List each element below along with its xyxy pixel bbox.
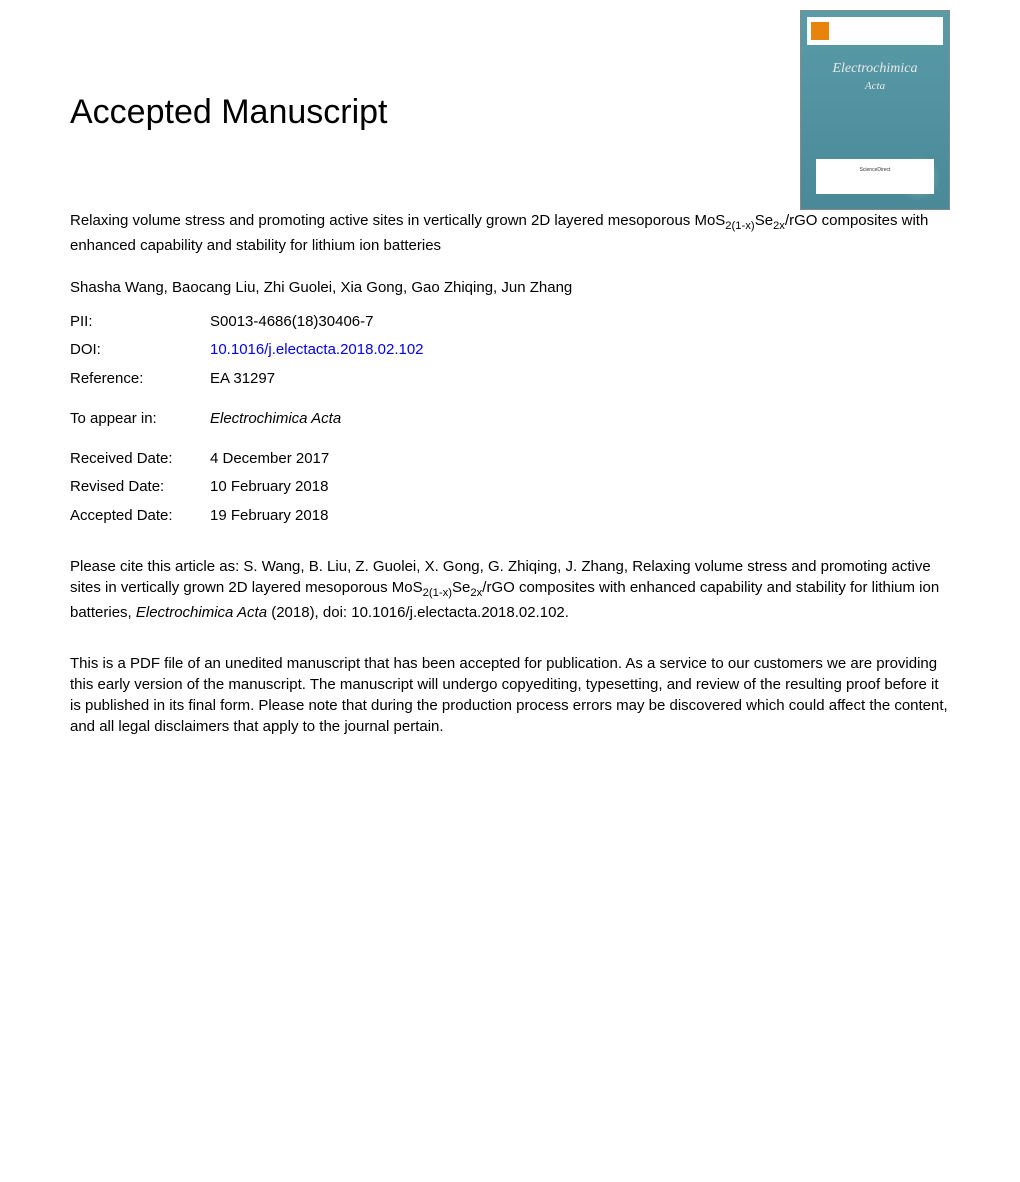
article-title: Relaxing volume stress and promoting act… [70,210,950,256]
meta-row-doi: DOI: 10.1016/j.electacta.2018.02.102 [70,340,950,360]
pii-label: PII: [70,312,210,332]
accepted-value: 19 February 2018 [210,506,950,526]
article-title-sub1: 2(1-x) [725,220,754,232]
metadata-table: PII: S0013-4686(18)30406-7 DOI: 10.1016/… [70,312,950,526]
elsevier-logo-icon [811,22,829,40]
cover-header-bar [807,17,943,45]
article-title-part1: Relaxing volume stress and promoting act… [70,212,725,229]
page-heading: Accepted Manuscript [70,90,780,136]
citation-journal: Electrochimica Acta [136,604,267,621]
citation-post2: (2018), doi: 10.1016/j.electacta.2018.02… [267,604,569,621]
journal-cover-thumbnail: Electrochimica Acta ScienceDirect [800,10,950,210]
citation-block: Please cite this article as: S. Wang, B.… [70,556,950,623]
pii-value: S0013-4686(18)30406-7 [210,312,950,332]
appear-value: Electrochimica Acta [210,409,950,429]
doi-label: DOI: [70,340,210,360]
revised-label: Revised Date: [70,477,210,497]
article-title-sub2: 2x [773,220,785,232]
revised-value: 10 February 2018 [210,477,950,497]
cover-globe-icon [896,156,941,201]
reference-value: EA 31297 [210,369,950,389]
meta-row-reference: Reference: EA 31297 [70,369,950,389]
meta-row-accepted: Accepted Date: 19 February 2018 [70,506,950,526]
meta-row-received: Received Date: 4 December 2017 [70,449,950,469]
cover-journal-title: Electrochimica Acta [801,61,949,95]
article-title-part2: Se [755,212,773,229]
citation-sub1: 2(1-x) [423,587,452,599]
meta-row-revised: Revised Date: 10 February 2018 [70,477,950,497]
authors-list: Shasha Wang, Baocang Liu, Zhi Guolei, Xi… [70,278,950,298]
cover-bottom-text: ScienceDirect [860,167,891,173]
disclaimer-text: This is a PDF file of an unedited manusc… [70,653,950,737]
citation-sub2: 2x [470,587,482,599]
meta-row-appear: To appear in: Electrochimica Acta [70,409,950,429]
citation-mid: Se [452,579,470,596]
reference-label: Reference: [70,369,210,389]
received-label: Received Date: [70,449,210,469]
appear-label: To appear in: [70,409,210,429]
doi-link[interactable]: 10.1016/j.electacta.2018.02.102 [210,340,950,360]
cover-title-line1: Electrochimica [832,61,917,76]
cover-title-line2: Acta [865,80,885,92]
received-value: 4 December 2017 [210,449,950,469]
accepted-label: Accepted Date: [70,506,210,526]
meta-row-pii: PII: S0013-4686(18)30406-7 [70,312,950,332]
